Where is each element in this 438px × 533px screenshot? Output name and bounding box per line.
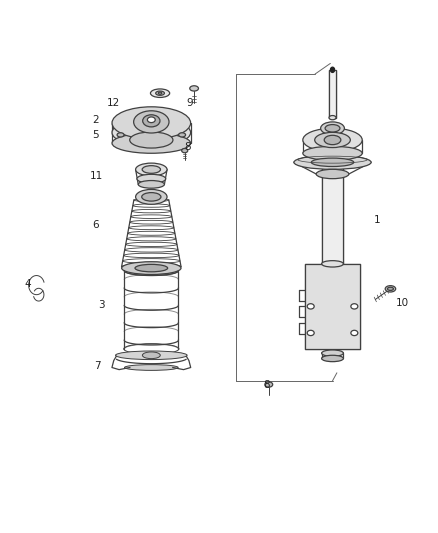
Ellipse shape	[122, 262, 181, 274]
Ellipse shape	[124, 365, 178, 370]
Text: 7: 7	[94, 361, 101, 372]
Ellipse shape	[135, 264, 168, 272]
Text: 5: 5	[92, 130, 99, 140]
Ellipse shape	[112, 118, 191, 147]
Ellipse shape	[158, 92, 162, 94]
Ellipse shape	[112, 133, 191, 154]
Text: 9: 9	[187, 98, 193, 108]
Text: 12: 12	[107, 98, 120, 108]
Ellipse shape	[130, 132, 173, 148]
Ellipse shape	[321, 157, 343, 164]
Ellipse shape	[265, 382, 273, 387]
Ellipse shape	[303, 146, 362, 160]
Ellipse shape	[155, 91, 164, 95]
Ellipse shape	[143, 115, 160, 127]
Ellipse shape	[190, 86, 198, 91]
Ellipse shape	[351, 330, 358, 336]
Ellipse shape	[351, 304, 358, 309]
Ellipse shape	[325, 125, 340, 132]
Ellipse shape	[316, 169, 349, 179]
Text: 8: 8	[184, 142, 191, 152]
Polygon shape	[305, 264, 360, 349]
Polygon shape	[329, 70, 336, 118]
Text: 8: 8	[263, 379, 269, 390]
Ellipse shape	[138, 181, 164, 188]
Ellipse shape	[321, 356, 343, 362]
Ellipse shape	[321, 350, 343, 357]
Ellipse shape	[330, 67, 335, 72]
Ellipse shape	[112, 107, 191, 139]
Ellipse shape	[321, 122, 344, 135]
Ellipse shape	[303, 128, 362, 152]
Ellipse shape	[142, 192, 161, 201]
Ellipse shape	[179, 133, 186, 137]
Ellipse shape	[315, 132, 350, 148]
Ellipse shape	[385, 286, 396, 292]
Ellipse shape	[136, 163, 167, 176]
Ellipse shape	[150, 89, 170, 98]
Text: 11: 11	[90, 171, 103, 181]
Ellipse shape	[136, 189, 167, 204]
Ellipse shape	[142, 166, 160, 173]
Ellipse shape	[148, 117, 155, 123]
Ellipse shape	[137, 174, 166, 183]
Ellipse shape	[307, 330, 314, 336]
Ellipse shape	[329, 116, 336, 120]
Ellipse shape	[321, 261, 343, 267]
Text: 1: 1	[374, 215, 380, 225]
Text: 6: 6	[92, 220, 99, 230]
Ellipse shape	[307, 304, 314, 309]
Text: 10: 10	[396, 297, 409, 308]
Ellipse shape	[182, 149, 188, 153]
Ellipse shape	[311, 158, 354, 166]
Ellipse shape	[116, 351, 187, 360]
Ellipse shape	[324, 135, 341, 144]
Ellipse shape	[117, 133, 124, 137]
Polygon shape	[321, 160, 343, 264]
Text: 3: 3	[98, 300, 104, 310]
Text: 4: 4	[25, 279, 31, 288]
Ellipse shape	[294, 155, 371, 169]
Text: 2: 2	[92, 115, 99, 125]
Ellipse shape	[142, 352, 160, 359]
Ellipse shape	[387, 287, 393, 290]
Ellipse shape	[134, 111, 169, 133]
